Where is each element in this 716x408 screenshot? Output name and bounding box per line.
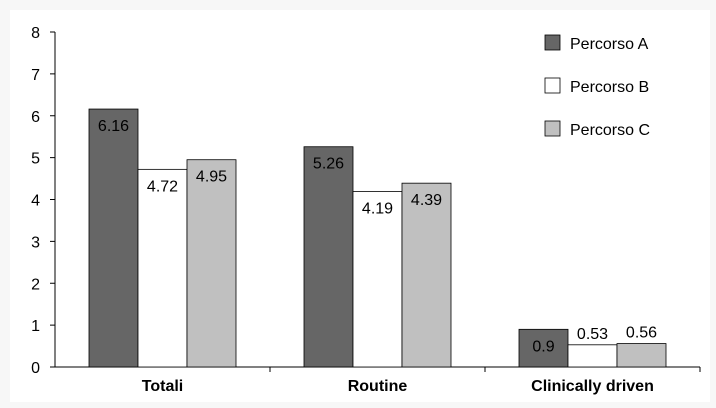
y-tick-label: 8 [31, 25, 40, 42]
legend-swatch [544, 34, 561, 51]
bar-percorso-a [88, 108, 139, 368]
bar-percorso-a [518, 328, 569, 368]
y-tick-label: 6 [31, 109, 40, 126]
legend-label: Percorso C [570, 122, 650, 139]
y-tick-label: 4 [31, 193, 40, 210]
legend: Percorso A Percorso B Percorso C [544, 34, 650, 139]
bar-percorso-a [303, 146, 354, 368]
bars-group: 6.16 4.72 4.95 5.26 4.19 4.39 0.9 0.53 0.56 [88, 108, 667, 368]
x-axis: Totali Routine Clinically driven [55, 366, 701, 395]
y-tick-label: 0 [31, 360, 40, 377]
y-tick-label: 2 [31, 276, 40, 293]
bar-percorso-c [616, 343, 667, 368]
bar-percorso-b [567, 344, 618, 368]
data-label: 0.56 [626, 325, 657, 342]
data-label: 6.16 [98, 118, 129, 135]
legend-label: Percorso B [570, 79, 649, 96]
x-category-label: Clinically driven [531, 378, 654, 395]
data-label: 4.19 [362, 201, 393, 218]
y-tick-label: 5 [31, 151, 40, 168]
legend-label: Percorso A [570, 36, 649, 53]
data-label: 4.95 [196, 169, 227, 186]
bar-percorso-c [401, 182, 452, 368]
legend-swatch [544, 77, 561, 94]
bar-percorso-b [137, 168, 188, 368]
bar-percorso-c [186, 159, 237, 368]
y-tick-label: 3 [31, 234, 40, 251]
x-category-label: Totali [142, 378, 183, 395]
data-label: 0.9 [532, 338, 554, 355]
y-tick-label: 7 [31, 67, 40, 84]
data-label: 5.26 [313, 156, 344, 173]
y-axis: 0 1 2 3 4 5 6 7 8 [31, 25, 56, 377]
legend-swatch [544, 120, 561, 137]
bar-percorso-b [352, 191, 403, 368]
x-category-label: Routine [348, 378, 408, 395]
data-label: 0.53 [577, 326, 608, 343]
data-label: 4.39 [411, 192, 442, 209]
data-label: 4.72 [147, 178, 178, 195]
y-tick-label: 1 [31, 318, 40, 335]
